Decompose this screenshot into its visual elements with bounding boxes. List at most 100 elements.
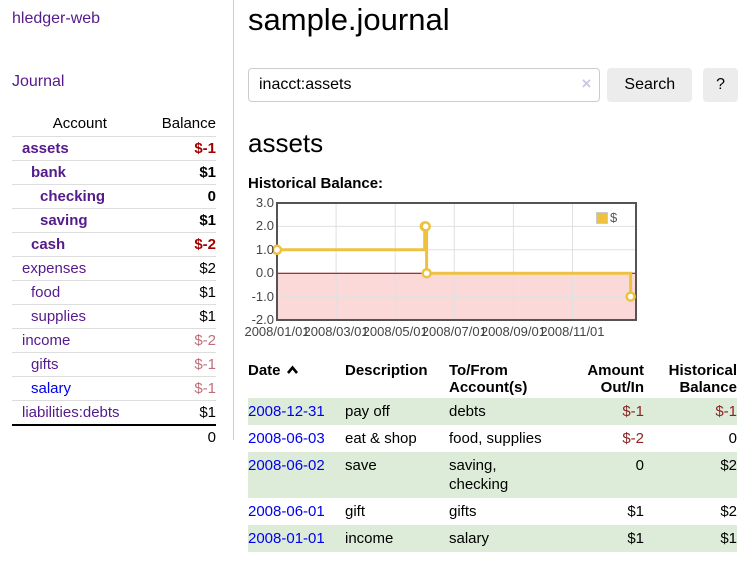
account-row: saving $1: [12, 208, 216, 233]
register-description: save: [345, 457, 377, 474]
account-row: cash $-2: [12, 232, 216, 257]
sidebar-account-balance: $-1: [194, 380, 216, 397]
sidebar-account-link[interactable]: food: [31, 284, 61, 301]
sort-ascending-icon: [286, 365, 298, 374]
register-accounts: gifts: [449, 503, 477, 520]
search-button[interactable]: Search: [607, 68, 693, 102]
register-row: 2008-06-02 save saving, checking 0 $2: [248, 452, 737, 498]
register-amount: $1: [627, 503, 644, 520]
register-description: eat & shop: [345, 430, 417, 447]
sidebar-account-link[interactable]: supplies: [31, 308, 87, 325]
search-input[interactable]: [248, 68, 601, 102]
sidebar-account-balance: 0: [207, 188, 216, 205]
help-button[interactable]: ?: [703, 68, 738, 102]
main-panel: sample.journal × Search ? assets Histori…: [244, 0, 738, 552]
register-row: 2008-12-31 pay off debts $-1 $-1: [248, 398, 737, 425]
legend-series-label: $: [610, 210, 618, 225]
legend-color-swatch: [596, 211, 608, 224]
historical-balance-chart[interactable]: 3.0 2.0 1.0 0.0 -1.0 -2.0 2008/01/01 2008/03/01…: [244, 195, 730, 340]
sidebar-account-link[interactable]: expenses: [22, 260, 87, 277]
register-row: 2008-06-01 gift gifts $1 $2: [248, 498, 737, 525]
account-heading: assets: [248, 128, 324, 158]
account-row: gifts $-1: [12, 352, 216, 377]
accounts-table: Account Balance assets $-1 bank $1 checking 0…: [12, 112, 216, 449]
register-description: income: [345, 530, 394, 547]
sidebar-account-balance: $-1: [194, 140, 216, 157]
register-date-link[interactable]: 2008-12-31: [248, 403, 325, 420]
search-box: ×: [248, 68, 601, 102]
accounts-total-row: 0: [12, 424, 216, 449]
register-amount: $-2: [622, 430, 644, 447]
register-description: gift: [345, 503, 366, 520]
register-col-amount: Amount Out/In: [587, 362, 644, 396]
accounts-column-header: Account: [52, 115, 107, 132]
chart-x-tick-label: 2008/05/01: [362, 324, 428, 339]
chart-x-tick-label: 2008/11/01: [540, 324, 605, 339]
register-accounts: food, supplies: [449, 430, 542, 447]
sidebar-account-balance: $1: [199, 284, 216, 301]
register-date-link[interactable]: 2008-06-01: [248, 503, 325, 520]
sidebar-account-link[interactable]: checking: [40, 188, 106, 205]
chart-x-tick-label: 2008/07/01: [421, 324, 487, 339]
sidebar-account-link[interactable]: assets: [22, 140, 69, 157]
register-balance: $1: [720, 530, 737, 547]
register-balance: $2: [720, 457, 737, 474]
sidebar-account-link[interactable]: salary: [31, 380, 72, 397]
register-amount: $1: [627, 530, 644, 547]
sidebar-account-link[interactable]: cash: [31, 236, 66, 253]
register-col-balance: Historical Balance: [668, 362, 737, 396]
chart-x-tick-label: 2008/09/01: [480, 324, 546, 339]
sidebar-account-balance: $-2: [194, 332, 216, 349]
account-row: checking 0: [12, 184, 216, 209]
sidebar-account-balance: $-2: [194, 236, 216, 253]
register-accounts: salary: [449, 530, 490, 547]
chart-title: Historical Balance:: [248, 175, 384, 192]
chart-y-tick-label: 0.0: [255, 265, 274, 281]
chart-x-tick-label: 2008/03/01: [303, 324, 369, 339]
chart-y-tick-label: 3.0: [255, 195, 274, 210]
sidebar-account-link[interactable]: bank: [31, 164, 67, 181]
sidebar-account-balance: $1: [199, 164, 216, 181]
account-row: food $1: [12, 280, 216, 305]
chart-y-tick-label: 1.0: [255, 241, 274, 257]
chart-y-tick-label: -1.0: [251, 288, 274, 304]
register-balance: 0: [728, 430, 737, 447]
register-amount: 0: [635, 457, 644, 474]
register-accounts: debts: [449, 403, 486, 420]
sidebar-account-balance: $-1: [194, 356, 216, 373]
chart-plot-area: [271, 202, 637, 321]
register-date-link[interactable]: 2008-06-03: [248, 430, 325, 447]
sidebar: hledger-web Journal Account Balance asse…: [0, 0, 234, 449]
register-balance: $-1: [715, 403, 737, 420]
app-brand-link[interactable]: hledger-web: [12, 10, 101, 27]
chart-legend: $: [596, 210, 617, 225]
sidebar-account-balance: $1: [199, 212, 216, 229]
chart-x-tick-label: 2008/01/01: [244, 324, 310, 339]
page-title: sample.journal: [248, 2, 450, 37]
sidebar-account-link[interactable]: gifts: [31, 356, 59, 373]
sidebar-account-link[interactable]: income: [22, 332, 71, 349]
chart-y-tick-label: -2.0: [251, 312, 274, 327]
register-col-date[interactable]: Date: [248, 360, 345, 398]
sidebar-account-balance: $1: [199, 308, 216, 325]
register-accounts: saving, checking: [449, 457, 509, 493]
sidebar-account-balance: $2: [199, 260, 216, 277]
chart-y-tick-label: 2.0: [255, 218, 274, 234]
account-row: assets $-1: [12, 136, 216, 161]
account-row: salary $-1: [12, 376, 216, 401]
nav-journal-link[interactable]: Journal: [12, 73, 65, 90]
search-bar: × Search ?: [248, 68, 738, 102]
sidebar-account-link[interactable]: liabilities:debts: [22, 404, 120, 421]
accounts-total-balance: 0: [147, 424, 216, 449]
register-date-link[interactable]: 2008-06-02: [248, 457, 325, 474]
register-col-accounts: To/From Account(s): [449, 362, 528, 396]
register-row: 2008-01-01 income salary $1 $1: [248, 525, 737, 552]
sidebar-account-link[interactable]: saving: [40, 212, 88, 229]
register-amount: $-1: [622, 403, 644, 420]
account-row: liabilities:debts $1: [12, 400, 216, 426]
register-table: Date Description To/From Account(s) Amount Ou…: [248, 360, 737, 552]
clear-search-icon[interactable]: ×: [581, 74, 592, 93]
register-date-link[interactable]: 2008-01-01: [248, 530, 325, 547]
register-balance: $2: [720, 503, 737, 520]
account-row: supplies $1: [12, 304, 216, 329]
